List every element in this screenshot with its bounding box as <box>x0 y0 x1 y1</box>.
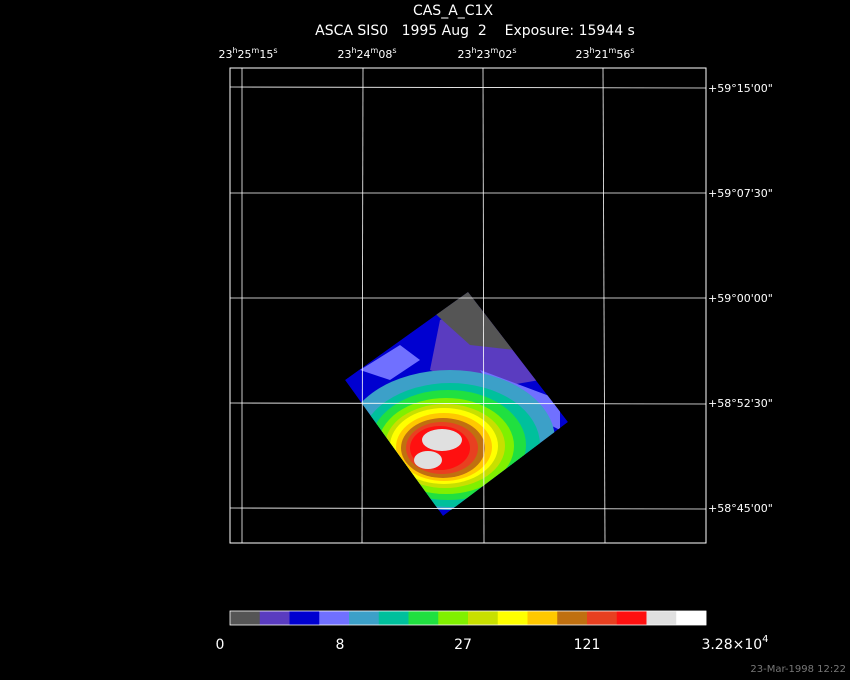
dec-label: +58°45'00" <box>708 502 773 515</box>
ra-label: 23h21m56s <box>575 46 634 61</box>
ra-value: 23 <box>218 48 232 61</box>
colorbar-cell <box>468 611 499 625</box>
ra-unit: h <box>589 46 594 55</box>
ra-unit: m <box>491 46 499 55</box>
ra-value: 02 <box>498 48 512 61</box>
ra-value: 23 <box>477 48 491 61</box>
colorbar-cell <box>289 611 320 625</box>
coordinate-grid <box>229 67 707 544</box>
ra-unit: h <box>471 46 476 55</box>
colorbar-label: 27 <box>454 637 472 653</box>
colorbar-cell <box>349 611 380 625</box>
colorbar-cell <box>408 611 439 625</box>
colorbar-frame <box>229 610 707 626</box>
ra-label: 23h24m08s <box>337 46 396 61</box>
ra-value: 08 <box>378 48 392 61</box>
ra-value: 56 <box>616 48 630 61</box>
ra-unit: s <box>512 46 516 55</box>
colorbar-cell <box>616 611 647 625</box>
ra-label: 23h25m15s <box>218 46 277 61</box>
ra-unit: s <box>392 46 396 55</box>
ra-value: 21 <box>595 48 609 61</box>
colorbar-cell <box>497 611 528 625</box>
ra-value: 23 <box>575 48 589 61</box>
colorbar-label: 121 <box>574 637 601 653</box>
timestamp: 23-Mar-1998 12:22 <box>750 664 846 675</box>
ra-unit: m <box>252 46 260 55</box>
ra-value: 15 <box>259 48 273 61</box>
ra-unit: m <box>371 46 379 55</box>
dec-label: +59°15'00" <box>708 82 773 95</box>
colorbar-cell <box>676 611 707 625</box>
colorbar-value: 3.28×10 <box>701 637 762 653</box>
colorbar-cell <box>646 611 677 625</box>
dec-label: +59°00'00" <box>708 292 773 305</box>
ra-label: 23h23m02s <box>457 46 516 61</box>
ra-unit: h <box>351 46 356 55</box>
colorbar-cell <box>378 611 409 625</box>
ra-unit: s <box>273 46 277 55</box>
ra-value: 24 <box>357 48 371 61</box>
ra-unit: s <box>630 46 634 55</box>
ra-unit: m <box>609 46 617 55</box>
colorbar-cell <box>230 611 261 625</box>
colorbar-cell <box>557 611 588 625</box>
colorbar-exponent: 4 <box>762 634 768 645</box>
colorbar-cell <box>587 611 618 625</box>
ra-value: 23 <box>457 48 471 61</box>
colorbar-label: 3.28×104 <box>701 634 768 653</box>
colorbar-value: 121 <box>574 637 601 653</box>
dec-label: +58°52'30" <box>708 397 773 410</box>
colorbar-label: 0 <box>216 637 225 653</box>
colorbar-cell <box>527 611 558 625</box>
colorbar-value: 8 <box>336 637 345 653</box>
colorbar-cell <box>438 611 469 625</box>
colorbar-cell <box>319 611 350 625</box>
ra-value: 25 <box>238 48 252 61</box>
ra-unit: h <box>232 46 237 55</box>
subtitle: ASCA SIS0 1995 Aug 2 Exposure: 15944 s <box>315 23 635 39</box>
ra-value: 23 <box>337 48 351 61</box>
title: CAS_A_C1X <box>413 3 493 19</box>
dec-label: +59°07'30" <box>708 187 773 200</box>
colorbar-value: 27 <box>454 637 472 653</box>
colorbar-value: 0 <box>216 637 225 653</box>
plot-frame <box>229 67 707 544</box>
colorbar-cell <box>259 611 290 625</box>
colorbar-label: 8 <box>336 637 345 653</box>
